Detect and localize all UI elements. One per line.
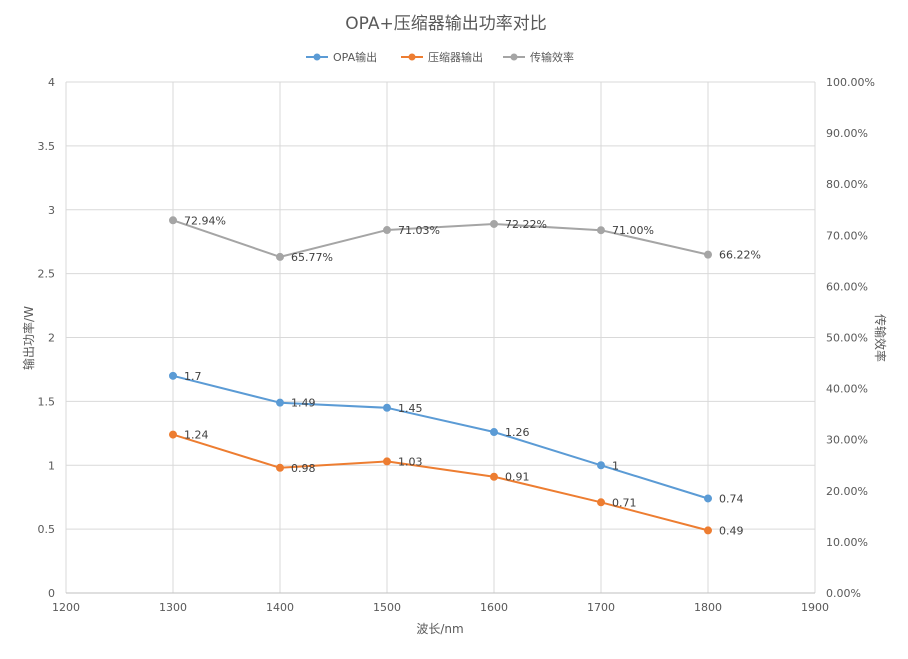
data-point (597, 498, 605, 507)
series (169, 216, 712, 535)
x-tick-label: 1200 (52, 601, 80, 614)
data-label: 0.98 (291, 462, 316, 475)
series-line-1 (172, 374, 709, 500)
data-point (169, 371, 177, 380)
data-label: 0.74 (719, 492, 744, 505)
legend-marker (510, 53, 518, 61)
y2-tick-label: 20.00% (826, 485, 868, 498)
y-tick-label: 2 (48, 332, 55, 345)
data-point (597, 226, 605, 235)
data-point (704, 494, 712, 503)
data-point (490, 428, 498, 437)
data-point (276, 252, 284, 261)
data-label: 71.00% (612, 224, 654, 237)
data-point (383, 457, 391, 466)
y-tick-label: 0.5 (38, 523, 56, 536)
y-tick-label: 1.5 (38, 395, 56, 408)
data-point (383, 403, 391, 412)
x-tick-label: 1400 (266, 601, 294, 614)
data-label: 65.77% (291, 251, 333, 264)
y-tick-label: 3.5 (38, 140, 56, 153)
data-point (276, 398, 284, 407)
legend-item: 传输效率 (503, 50, 574, 64)
y2-tick-label: 80.00% (826, 178, 868, 191)
y2-tick-label: 10.00% (826, 536, 868, 549)
y-axis-title: 输出功率/W (21, 306, 36, 370)
data-point (169, 216, 177, 225)
y-tick-label: 3 (48, 204, 55, 217)
chart-title: OPA+压缩器输出功率对比 (345, 14, 546, 34)
data-label: 0.91 (505, 471, 530, 484)
x-tick-label: 1700 (587, 601, 615, 614)
data-point (490, 472, 498, 481)
data-point (490, 219, 498, 228)
y2-tick-label: 40.00% (826, 383, 868, 396)
data-label: 0.71 (612, 496, 637, 509)
data-label: 1.03 (398, 455, 423, 468)
data-label: 71.03% (398, 224, 440, 237)
y2-tick-label: 70.00% (826, 229, 868, 242)
x-tick-label: 1300 (159, 601, 187, 614)
data-point (383, 226, 391, 235)
legend: OPA输出 压缩器输出 传输效率 (306, 50, 574, 64)
y-tick-label: 2.5 (38, 268, 56, 281)
y2-tick-label: 100.00% (826, 76, 875, 89)
y2-tick-label: 0.00% (826, 587, 861, 600)
y2-tick-label: 50.00% (826, 332, 868, 345)
series-line-3 (172, 219, 709, 258)
x-tick-label: 1900 (801, 601, 829, 614)
legend-marker (313, 53, 321, 61)
x-tick-label: 1800 (694, 601, 722, 614)
data-label: 1.45 (398, 402, 423, 415)
data-label: 66.22% (719, 249, 761, 262)
data-label: 1.26 (505, 426, 530, 439)
data-label: 1.49 (291, 397, 316, 410)
data-point (704, 250, 712, 259)
y2-tick-label: 90.00% (826, 127, 868, 140)
legend-item: OPA输出 (306, 50, 377, 64)
legend-label: 压缩器输出 (428, 50, 483, 64)
y-tick-label: 0 (48, 587, 55, 600)
legend-label: OPA输出 (333, 50, 377, 64)
data-label: 0.49 (719, 524, 744, 537)
y-tick-label: 4 (48, 76, 55, 89)
data-label: 1.24 (184, 429, 209, 442)
series-line-2 (172, 433, 709, 532)
x-tick-label: 1600 (480, 601, 508, 614)
data-label: 1.7 (184, 370, 202, 383)
y-tick-label: 1 (48, 459, 55, 472)
x-axis-title: 波长/nm (416, 622, 463, 636)
data-point (704, 526, 712, 535)
data-labels: 1.7 1.49 1.45 1.26 1 0.74 1.24 0.98 1.03 0.91 0.71… (184, 214, 761, 537)
legend-label: 传输效率 (530, 50, 574, 64)
y2-tick-label: 60.00% (826, 280, 868, 293)
legend-marker (408, 53, 416, 61)
data-point (276, 463, 284, 472)
y2-axis-title: 传输效率 (873, 314, 888, 362)
data-label: 72.94% (184, 214, 226, 227)
y2-tick-label: 30.00% (826, 434, 868, 447)
data-point (169, 430, 177, 439)
data-label: 72.22% (505, 218, 547, 231)
grid (65, 81, 816, 594)
x-tick-label: 1500 (373, 601, 401, 614)
legend-item: 压缩器输出 (401, 50, 483, 64)
data-point (597, 461, 605, 470)
data-label: 1 (612, 459, 619, 472)
